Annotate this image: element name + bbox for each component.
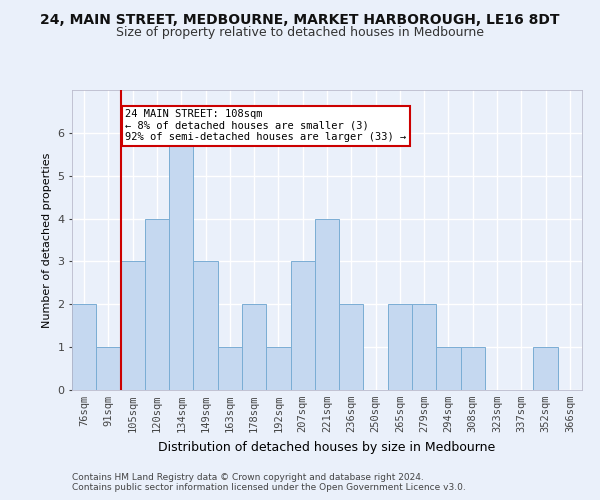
Bar (193, 262, 218, 390)
Bar (121, 262, 145, 390)
Bar (339, 304, 364, 390)
Bar (290, 262, 315, 390)
Bar (461, 347, 485, 390)
Bar (436, 347, 461, 390)
Bar (242, 304, 266, 390)
Text: Contains public sector information licensed under the Open Government Licence v3: Contains public sector information licen… (72, 482, 466, 492)
Text: 24, MAIN STREET, MEDBOURNE, MARKET HARBOROUGH, LE16 8DT: 24, MAIN STREET, MEDBOURNE, MARKET HARBO… (40, 12, 560, 26)
Bar (315, 218, 339, 390)
Bar (169, 133, 193, 390)
Bar (145, 218, 169, 390)
Y-axis label: Number of detached properties: Number of detached properties (41, 152, 52, 328)
Bar (266, 347, 290, 390)
Text: Contains HM Land Registry data © Crown copyright and database right 2024.: Contains HM Land Registry data © Crown c… (72, 472, 424, 482)
Text: Size of property relative to detached houses in Medbourne: Size of property relative to detached ho… (116, 26, 484, 39)
Bar (388, 304, 412, 390)
Bar (412, 304, 436, 390)
Text: 24 MAIN STREET: 108sqm
← 8% of detached houses are smaller (3)
92% of semi-detac: 24 MAIN STREET: 108sqm ← 8% of detached … (125, 110, 407, 142)
Bar (533, 347, 558, 390)
Bar (96, 347, 121, 390)
Bar (218, 347, 242, 390)
Bar (72, 304, 96, 390)
X-axis label: Distribution of detached houses by size in Medbourne: Distribution of detached houses by size … (158, 440, 496, 454)
